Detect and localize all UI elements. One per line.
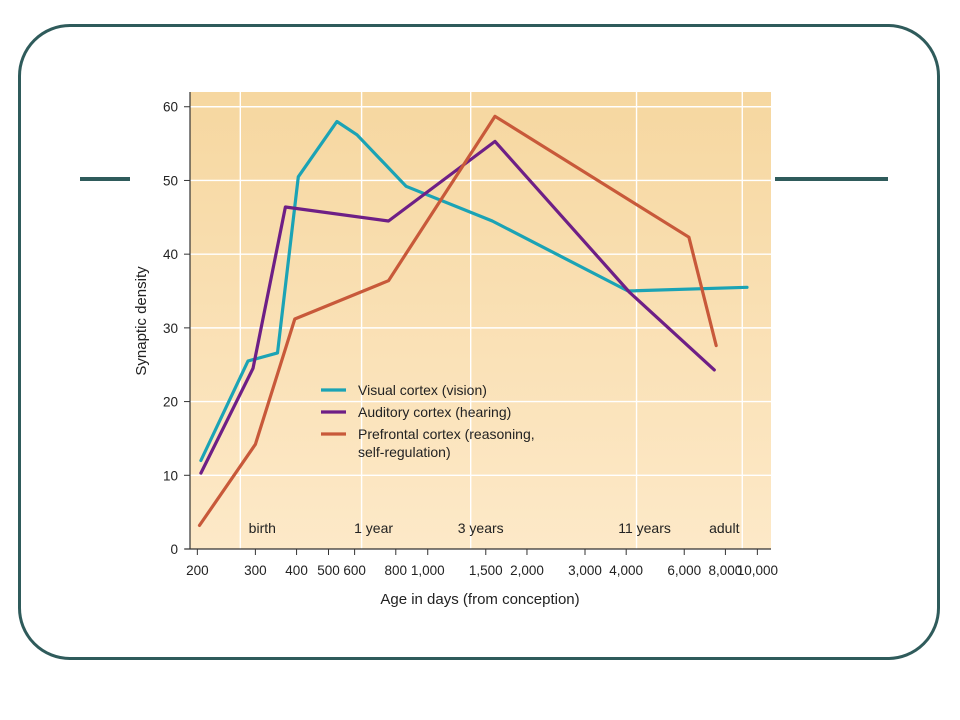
milestone-label: 3 years <box>458 520 504 536</box>
plot-background <box>190 92 771 549</box>
y-tick-label: 10 <box>163 468 178 483</box>
y-tick-label: 60 <box>163 100 178 115</box>
x-tick-label: 6,000 <box>667 563 701 578</box>
x-tick-label: 200 <box>186 563 209 578</box>
y-tick-label: 20 <box>163 395 178 410</box>
milestone-label: 1 year <box>354 520 393 536</box>
legend-label-1: Visual cortex (vision) <box>358 382 487 398</box>
y-tick-label: 50 <box>163 173 178 188</box>
milestone-label: 11 years <box>618 520 671 536</box>
x-axis-label: Age in days (from conception) <box>380 591 579 608</box>
x-tick-label: 3,000 <box>568 563 602 578</box>
x-tick-label: 2,000 <box>510 563 544 578</box>
series-line-1 <box>199 119 749 463</box>
y-tick-label: 30 <box>163 321 178 336</box>
x-tick-label: 4,000 <box>609 563 643 578</box>
x-tick-label: 500 <box>317 563 340 578</box>
x-tick-label: 800 <box>385 563 408 578</box>
y-axis-label: Synaptic density <box>133 266 150 376</box>
x-tick-label: 1,500 <box>469 563 503 578</box>
x-tick-label: 300 <box>244 563 267 578</box>
milestone-label: adult <box>709 520 739 536</box>
legend-label-2: Auditory cortex (hearing) <box>358 404 511 420</box>
legend-label-3: Prefrontal cortex (reasoning, self-regula… <box>358 426 535 460</box>
y-tick-label: 0 <box>170 542 178 557</box>
decorative-rule-right <box>775 177 888 181</box>
x-tick-label: 8,000 <box>709 563 743 578</box>
x-tick-label: 1,000 <box>411 563 445 578</box>
x-tick-label: 400 <box>285 563 308 578</box>
slide-frame <box>18 24 940 660</box>
milestone-label: birth <box>249 520 276 536</box>
x-tick-label: 10,000 <box>737 563 778 578</box>
decorative-rule-left <box>80 177 130 181</box>
x-tick-label: 600 <box>343 563 366 578</box>
series-line-2 <box>199 139 716 475</box>
series-line-3 <box>197 114 718 528</box>
y-tick-label: 40 <box>163 247 178 262</box>
